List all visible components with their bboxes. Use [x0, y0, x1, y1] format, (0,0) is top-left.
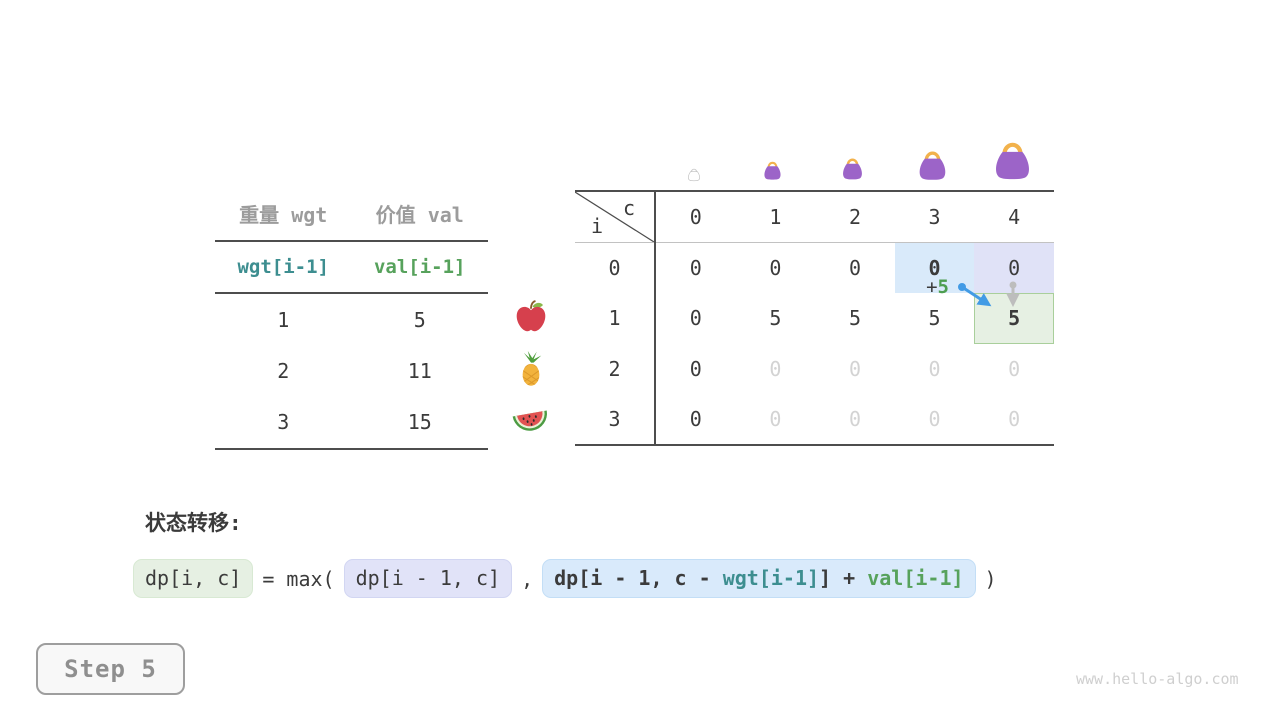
formula-arg2-chip: dp[i - 1, c - wgt[i-1]] + val[i-1]	[542, 559, 976, 598]
bag-icon-capacity-4	[989, 133, 1036, 182]
items-formula-rule	[215, 292, 488, 294]
dp-cell-1-3: 5	[928, 306, 941, 331]
item-value: 2	[277, 358, 290, 383]
dp-cell-3-2: 0	[848, 406, 861, 431]
bag-icon-capacity-3	[914, 144, 951, 182]
formula-closing-paren: )	[984, 566, 997, 591]
dp-row-header: 0	[608, 256, 621, 281]
item-value: 5	[413, 307, 426, 332]
dp-row-header: 1	[608, 306, 621, 331]
dp-cell-1-1: 5	[769, 306, 782, 331]
dp-corner-col-label: c	[623, 196, 636, 220]
dp-cell-3-3: 0	[928, 406, 941, 431]
transition-formula: dp[i, c] = max( dp[i - 1, c] , dp[i - 1,…	[133, 559, 997, 598]
dp-row-header: 3	[608, 406, 621, 431]
dp-cell-2-2: 0	[848, 356, 861, 381]
plus-value: 5	[937, 276, 949, 298]
dp-cell-3-1: 0	[769, 406, 782, 431]
dp-header-rule	[575, 242, 1054, 243]
dp-cell-1-2: 5	[848, 306, 861, 331]
dp-cell-2-4: 0	[1008, 356, 1021, 381]
item-value: 3	[277, 410, 290, 435]
items-row: 2 11	[215, 345, 488, 396]
formula-operator: = max(	[262, 566, 335, 591]
dp-corner-row-label: i	[591, 214, 604, 238]
item-value: 1	[277, 307, 290, 332]
bag-icon-capacity-1	[761, 157, 784, 181]
items-table: 重量 wgt 价值 val wgt[i-1] val[i-1] 1 5 2 11 3 15	[215, 186, 488, 450]
dp-cell-0-0: 0	[689, 256, 702, 281]
dp-vertical-rule	[654, 192, 656, 444]
dp-col-header: 4	[1008, 205, 1021, 229]
arg2-val-term: val[i-1]	[867, 566, 964, 590]
dp-top-rule	[575, 190, 1054, 192]
bag-icon-capacity-2	[839, 153, 866, 181]
apple-icon	[513, 299, 549, 335]
dp-cell-3-4: 0	[1008, 406, 1021, 431]
bag-icon-capacity-0	[686, 165, 702, 182]
pineapple-icon	[513, 351, 549, 387]
dp-col-header: 1	[769, 205, 782, 229]
wgt-formula-cell: wgt[i-1]	[237, 256, 329, 278]
dp-cell-0-1: 0	[769, 256, 782, 281]
dp-row-header: 2	[608, 356, 621, 381]
dp-row-headers: 0 1 2 3	[575, 243, 654, 444]
formula-lhs-chip: dp[i, c]	[133, 559, 254, 598]
items-formula-row: wgt[i-1] val[i-1]	[215, 242, 488, 292]
dp-plus-annotation: +5	[901, 276, 949, 298]
step-badge: Step 5	[36, 643, 185, 695]
dp-bottom-rule	[575, 444, 1054, 446]
plus-sign: +	[926, 276, 938, 298]
dp-cell-1-0: 0	[689, 306, 702, 331]
formula-arg1-chip: dp[i - 1, c]	[343, 559, 513, 598]
dp-col-header: 3	[928, 205, 941, 229]
arg2-prefix: dp[i - 1, c -	[554, 566, 723, 590]
dp-col-headers: 0 1 2 3 4	[656, 192, 1054, 242]
dp-cell-3-0: 0	[689, 406, 702, 431]
items-table-header: 重量 wgt 价值 val	[215, 186, 488, 240]
items-col-header: 价值 val	[375, 202, 464, 227]
watermark: www.hello-algo.com	[1076, 670, 1239, 688]
formula-separator: ,	[521, 566, 534, 591]
items-bottom-rule	[215, 447, 488, 450]
dp-cell-2-0: 0	[689, 356, 702, 381]
items-header-rule	[215, 240, 488, 242]
dp-cell-2-3: 0	[928, 356, 941, 381]
watermelon-icon	[510, 400, 552, 442]
item-value: 11	[407, 358, 432, 383]
transition-label: 状态转移:	[145, 511, 242, 535]
dp-col-header: 0	[689, 205, 702, 229]
arg2-wgt-term: wgt[i-1]	[722, 566, 820, 590]
items-rows: 1 5 2 11 3 15	[215, 294, 488, 448]
items-row: 3 15	[215, 397, 488, 448]
val-formula-cell: val[i-1]	[373, 256, 466, 278]
dp-corner-diagonal	[575, 192, 654, 242]
dp-cell-0-4: 0	[974, 243, 1054, 294]
dp-cell-2-1: 0	[769, 356, 782, 381]
dp-cell-0-2: 0	[848, 256, 861, 281]
item-value: 15	[407, 410, 432, 435]
items-col-header: 重量 wgt	[239, 202, 328, 227]
dp-cell-1-4: 5	[974, 293, 1054, 344]
dp-col-header: 2	[848, 205, 861, 229]
arg2-infix: ] +	[819, 566, 868, 590]
